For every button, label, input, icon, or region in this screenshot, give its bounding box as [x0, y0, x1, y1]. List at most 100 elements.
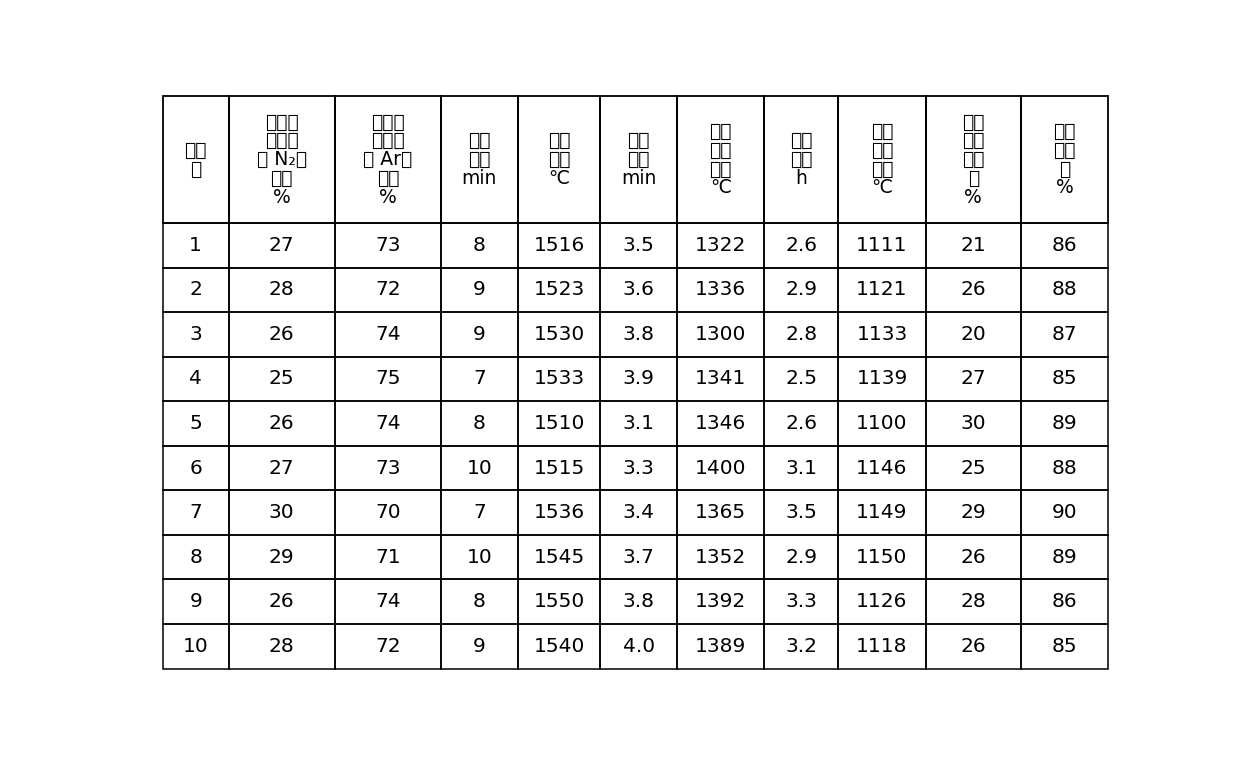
Text: 26: 26 — [961, 548, 986, 567]
Text: %: % — [379, 188, 397, 206]
Text: 合气体: 合气体 — [265, 132, 299, 150]
Text: %: % — [1056, 178, 1074, 197]
Bar — [441, 268, 517, 312]
Text: 1139: 1139 — [857, 370, 908, 389]
Bar — [838, 579, 925, 624]
Bar — [600, 446, 677, 490]
Bar — [335, 490, 441, 535]
Bar — [335, 401, 441, 446]
Bar — [838, 446, 925, 490]
Text: ℃: ℃ — [872, 178, 893, 197]
Text: 3.2: 3.2 — [785, 637, 817, 656]
Bar — [764, 223, 838, 268]
Text: 28: 28 — [269, 280, 295, 299]
Text: 粗轧: 粗轧 — [870, 122, 893, 141]
Bar — [162, 446, 228, 490]
Text: 26: 26 — [961, 280, 986, 299]
Text: 87: 87 — [1052, 325, 1078, 344]
Text: 30: 30 — [269, 503, 295, 522]
Text: 吹炼混: 吹炼混 — [265, 113, 299, 132]
Text: 74: 74 — [376, 414, 401, 433]
Bar — [517, 446, 600, 490]
Bar — [600, 401, 677, 446]
Bar — [228, 490, 335, 535]
Text: 量: 量 — [1059, 160, 1070, 178]
Bar — [335, 446, 441, 490]
Bar — [925, 446, 1022, 490]
Text: 1550: 1550 — [533, 592, 584, 611]
Text: 7: 7 — [472, 503, 486, 522]
Bar — [441, 357, 517, 401]
Bar — [335, 579, 441, 624]
Text: 73: 73 — [376, 459, 401, 478]
Text: 1149: 1149 — [857, 503, 908, 522]
Bar — [838, 401, 925, 446]
Text: 温度: 温度 — [709, 160, 732, 178]
Bar — [335, 268, 441, 312]
Bar — [764, 357, 838, 401]
Bar — [677, 312, 764, 357]
Bar — [677, 624, 764, 668]
Bar — [600, 96, 677, 223]
Text: 加热: 加热 — [709, 141, 732, 160]
Bar — [162, 535, 228, 579]
Bar — [162, 268, 228, 312]
Bar — [162, 579, 228, 624]
Bar — [838, 96, 925, 223]
Bar — [162, 96, 228, 223]
Bar — [600, 312, 677, 357]
Text: 3.9: 3.9 — [622, 370, 655, 389]
Text: 7: 7 — [472, 370, 486, 389]
Text: 2.6: 2.6 — [785, 414, 817, 433]
Bar — [228, 579, 335, 624]
Bar — [228, 357, 335, 401]
Bar — [677, 223, 764, 268]
Text: 1400: 1400 — [694, 459, 746, 478]
Text: 72: 72 — [376, 280, 401, 299]
Bar — [1022, 446, 1109, 490]
Bar — [838, 312, 925, 357]
Text: 1118: 1118 — [857, 637, 908, 656]
Text: 3.3: 3.3 — [622, 459, 655, 478]
Text: 2.9: 2.9 — [785, 280, 817, 299]
Text: 86: 86 — [1052, 592, 1078, 611]
Text: 压下: 压下 — [962, 150, 985, 169]
Text: 温度: 温度 — [870, 160, 893, 178]
Text: 时间: 时间 — [467, 150, 491, 169]
Text: 1: 1 — [190, 236, 202, 255]
Text: 3.4: 3.4 — [622, 503, 655, 522]
Bar — [1022, 624, 1109, 668]
Bar — [838, 535, 925, 579]
Text: 86: 86 — [1052, 236, 1078, 255]
Text: 2.5: 2.5 — [785, 370, 817, 389]
Text: 3.5: 3.5 — [785, 503, 817, 522]
Text: 4: 4 — [190, 370, 202, 389]
Text: 3.8: 3.8 — [622, 325, 655, 344]
Text: 1516: 1516 — [533, 236, 584, 255]
Bar — [162, 312, 228, 357]
Bar — [228, 312, 335, 357]
Text: 1133: 1133 — [857, 325, 908, 344]
Text: 1111: 1111 — [857, 236, 908, 255]
Text: 开轧: 开轧 — [870, 141, 893, 160]
Text: 1523: 1523 — [533, 280, 584, 299]
Text: 75: 75 — [376, 370, 401, 389]
Text: 1146: 1146 — [857, 459, 908, 478]
Text: 1545: 1545 — [533, 548, 584, 567]
Bar — [1022, 312, 1109, 357]
Text: %: % — [273, 188, 290, 206]
Text: 吹炼: 吹炼 — [467, 132, 491, 150]
Text: 88: 88 — [1052, 280, 1078, 299]
Text: 时间: 时间 — [790, 150, 812, 169]
Bar — [925, 401, 1022, 446]
Text: 3.1: 3.1 — [622, 414, 655, 433]
Bar — [600, 223, 677, 268]
Text: 1336: 1336 — [694, 280, 746, 299]
Text: 1510: 1510 — [533, 414, 585, 433]
Bar — [1022, 223, 1109, 268]
Text: 29: 29 — [269, 548, 295, 567]
Text: 压下: 压下 — [1054, 141, 1076, 160]
Text: 90: 90 — [1052, 503, 1078, 522]
Bar — [441, 312, 517, 357]
Bar — [925, 96, 1022, 223]
